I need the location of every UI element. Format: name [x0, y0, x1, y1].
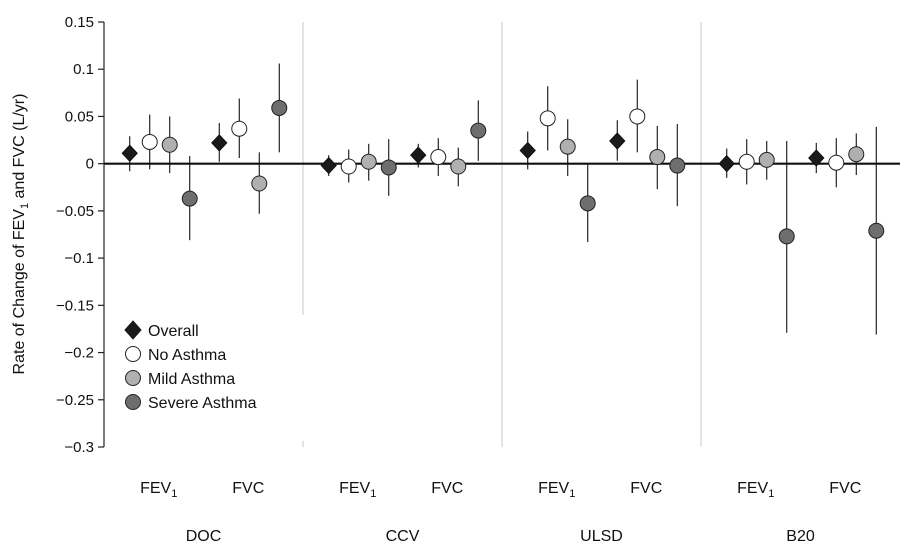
point-overall-ulsd-fev1: [519, 141, 536, 160]
point-no-asthma-doc-fev1: [141, 133, 158, 150]
legend-marker-overall: [124, 320, 142, 340]
y-tick-label-6: −0.15: [56, 297, 94, 314]
legend-item-severe-asthma: Severe Asthma: [125, 394, 257, 412]
point-no-asthma-ulsd-fvc: [629, 108, 646, 125]
point-overall-ccv-fev1: [320, 156, 337, 175]
point-no-asthma-b20-fev1: [738, 153, 755, 170]
y-tick-label-7: −0.2: [64, 345, 94, 362]
y-tick-label-4: −0.05: [56, 203, 94, 220]
point-overall-b20-fvc: [808, 149, 825, 167]
category-label-ccv-fev1: FEV1: [339, 480, 376, 500]
point-mild-asthma-ulsd-fvc: [649, 149, 666, 166]
y-tick-label-8: −0.25: [56, 392, 94, 409]
point-overall-ccv-fvc: [410, 146, 427, 164]
legend: Overall No Asthma Mild Asthma Severe Ast…: [118, 315, 318, 441]
grid-layer: [302, 22, 702, 447]
category-label-ulsd-fev1: FEV1: [538, 480, 575, 500]
group-label-b20: B20: [786, 528, 815, 545]
data-layer: [121, 63, 885, 335]
legend-background: [118, 315, 318, 441]
point-severe-asthma-b20-fev1: [778, 228, 795, 245]
y-axis-title-main: Rate of Change of FEV: [11, 209, 28, 375]
legend-item-overall: Overall: [124, 320, 199, 340]
point-overall-doc-fev1: [121, 144, 138, 163]
legend-label-severe-asthma: Severe Asthma: [148, 395, 257, 412]
point-severe-asthma-ccv-fvc: [470, 122, 487, 139]
category-label-doc-fvc: FVC: [232, 480, 264, 497]
legend-label-no-asthma: No Asthma: [148, 347, 226, 364]
legend-label-mild-asthma: Mild Asthma: [148, 371, 235, 388]
point-severe-asthma-doc-fvc: [271, 99, 288, 116]
y-tick-label-5: −0.1: [64, 250, 94, 267]
legend-item-no-asthma: No Asthma: [125, 346, 226, 364]
point-mild-asthma-ccv-fvc: [450, 158, 467, 175]
point-severe-asthma-ulsd-fvc: [669, 157, 686, 174]
group-label-ulsd: ULSD: [580, 528, 623, 545]
category-label-ccv-fvc: FVC: [431, 480, 463, 497]
legend-marker-severe-asthma: [125, 394, 141, 410]
point-severe-asthma-ulsd-fev1: [579, 195, 596, 212]
point-overall-b20-fev1: [718, 154, 735, 173]
point-no-asthma-ccv-fvc: [430, 149, 447, 166]
group-label-doc: DOC: [186, 528, 222, 545]
y-tick-label-9: −0.3: [64, 439, 94, 456]
legend-marker-mild-asthma: [125, 370, 141, 386]
point-mild-asthma-ulsd-fev1: [559, 138, 576, 155]
point-no-asthma-doc-fvc: [231, 120, 248, 137]
group-label-ccv: CCV: [386, 528, 420, 545]
y-tick-label-3: 0: [86, 156, 94, 173]
point-overall-doc-fvc: [211, 134, 228, 152]
legend-label-overall: Overall: [148, 323, 199, 340]
category-label-b20-fev1: FEV1: [737, 480, 774, 500]
point-overall-ulsd-fvc: [609, 132, 626, 150]
point-mild-asthma-ccv-fev1: [360, 153, 377, 170]
y-tick-label-0: 0.15: [65, 14, 94, 31]
point-severe-asthma-b20-fvc: [868, 222, 885, 239]
category-label-doc-fev1: FEV1: [140, 480, 177, 500]
label-layer: FEV1 FVC DOC FEV1 FVC CCV FEV1 FVC ULSD FEV1 FVC B2…: [140, 480, 861, 545]
point-mild-asthma-doc-fvc: [251, 175, 268, 192]
point-severe-asthma-doc-fev1: [181, 190, 198, 207]
point-mild-asthma-b20-fvc: [848, 146, 865, 163]
point-no-asthma-b20-fvc: [828, 154, 845, 171]
y-axis-title-rest: and FVC (L/yr): [11, 94, 28, 203]
point-mild-asthma-b20-fev1: [758, 151, 775, 168]
category-label-b20-fvc: FVC: [829, 480, 861, 497]
legend-item-mild-asthma: Mild Asthma: [125, 370, 235, 388]
y-tick-label-2: 0.05: [65, 108, 94, 125]
point-no-asthma-ulsd-fev1: [539, 110, 556, 127]
point-mild-asthma-doc-fev1: [161, 136, 178, 153]
point-no-asthma-ccv-fev1: [340, 158, 357, 175]
point-severe-asthma-ccv-fev1: [380, 159, 397, 176]
category-label-ulsd-fvc: FVC: [630, 480, 662, 497]
y-axis-title: Rate of Change of FEV1 and FVC (L/yr): [11, 94, 31, 375]
y-axis-title-subscript: 1: [19, 203, 31, 209]
legend-marker-no-asthma: [125, 346, 141, 362]
y-tick-label-1: 0.1: [73, 61, 94, 78]
